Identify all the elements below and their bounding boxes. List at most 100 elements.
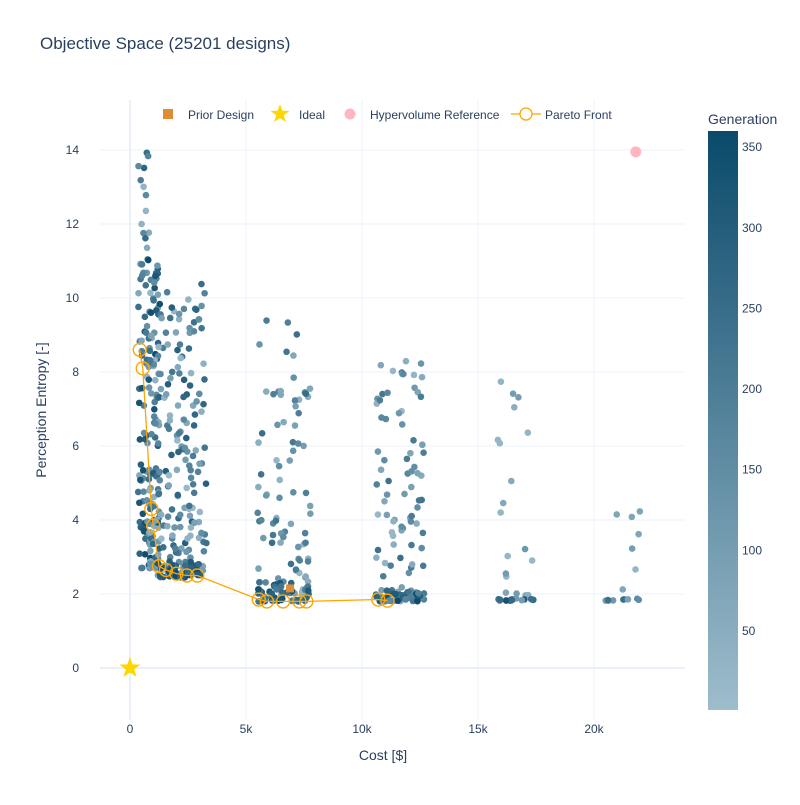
design-point (157, 370, 164, 378)
legend-item[interactable]: Ideal (270, 104, 326, 123)
design-point (177, 354, 184, 362)
design-point (389, 532, 397, 540)
design-point (628, 513, 636, 521)
design-point (497, 509, 504, 516)
design-point (155, 343, 162, 351)
design-point (275, 462, 283, 470)
ideal-star-marker (119, 657, 141, 677)
design-point (187, 524, 195, 531)
grid-lines (100, 100, 685, 720)
legend-item[interactable]: Hypervolume Reference (344, 108, 500, 122)
design-point (147, 547, 154, 555)
design-point (156, 468, 163, 476)
pareto-point (190, 568, 205, 583)
colorbar-tick-label: 200 (742, 382, 762, 396)
design-point (183, 548, 190, 556)
design-point (390, 517, 397, 525)
design-point (154, 291, 162, 298)
design-point (256, 578, 263, 586)
design-point (151, 376, 159, 384)
design-point (168, 368, 176, 376)
design-point (138, 272, 146, 279)
design-point (175, 448, 182, 456)
design-point (277, 539, 284, 546)
design-point (193, 306, 200, 313)
design-point (277, 391, 285, 399)
design-point (292, 566, 300, 573)
legend-label: Pareto Front (545, 108, 612, 122)
legend-item[interactable]: Pareto Front (511, 107, 612, 122)
design-point (306, 502, 314, 510)
design-point (283, 348, 290, 356)
design-point (300, 442, 307, 450)
design-point (136, 550, 143, 558)
y-tick-label: 6 (72, 439, 79, 453)
design-point (257, 471, 265, 478)
design-point (255, 439, 262, 446)
design-point (496, 439, 504, 447)
pareto-point (380, 593, 395, 608)
y-tick-label: 0 (72, 661, 79, 675)
design-point (154, 440, 162, 447)
design-point (169, 532, 176, 539)
design-point (385, 597, 392, 605)
legend-circle-marker (344, 108, 356, 120)
design-point (385, 477, 392, 485)
design-point (262, 579, 269, 586)
design-point (148, 430, 155, 438)
design-point (189, 481, 197, 488)
design-point (175, 310, 183, 318)
y-axis-label: Perception Entropy [-] (33, 342, 49, 477)
design-point (139, 510, 147, 518)
design-point (196, 390, 203, 398)
design-point (162, 391, 170, 398)
legend-item[interactable]: Prior Design (163, 108, 254, 122)
y-tick-label: 10 (66, 291, 80, 305)
design-point (165, 482, 173, 489)
design-point (294, 543, 302, 551)
hypervolume-reference-marker (630, 146, 642, 158)
design-point (521, 545, 529, 553)
pareto-front-line (139, 349, 388, 603)
design-point (400, 370, 407, 378)
design-point (518, 596, 526, 604)
design-point (635, 530, 642, 538)
design-point (381, 498, 388, 505)
design-point (276, 476, 284, 484)
pareto-point (292, 594, 307, 609)
design-point (496, 596, 504, 603)
design-point (142, 207, 150, 215)
design-point (168, 506, 176, 513)
design-point (141, 313, 149, 321)
design-point (140, 429, 148, 437)
x-tick-label: 15k (468, 722, 488, 736)
design-point (147, 332, 155, 340)
pareto-point (251, 592, 266, 607)
design-point (304, 587, 312, 594)
design-point (140, 183, 147, 191)
y-tick-label: 12 (66, 217, 80, 231)
design-point (415, 589, 422, 597)
design-point (262, 388, 270, 395)
design-point (140, 488, 147, 495)
design-point (287, 560, 295, 568)
design-point (192, 447, 200, 454)
design-point (186, 512, 194, 520)
design-point (186, 324, 193, 332)
design-point (374, 511, 382, 518)
design-point (187, 532, 194, 540)
design-point (528, 557, 536, 564)
design-point (394, 597, 401, 605)
design-point (158, 314, 165, 322)
design-point (137, 476, 144, 484)
design-point (413, 520, 420, 527)
design-point (258, 429, 266, 437)
design-point (172, 545, 179, 552)
design-point (280, 533, 287, 541)
design-point (294, 440, 302, 447)
design-point (146, 356, 154, 364)
design-point (164, 522, 171, 530)
design-point (302, 573, 310, 580)
design-point (164, 341, 172, 348)
design-point (180, 376, 188, 384)
